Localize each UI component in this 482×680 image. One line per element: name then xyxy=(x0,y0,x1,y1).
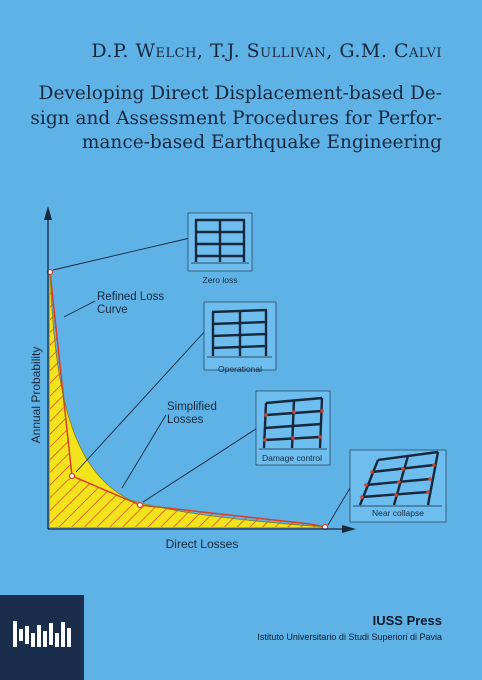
authors: D.P. Welch, T.J. Sullivan, G.M. Calvi xyxy=(91,40,442,62)
publisher-institution: Istituto Universitario di Studi Superior… xyxy=(257,632,442,642)
building-near-collapse: Near collapse xyxy=(349,449,447,523)
state-label-zero-loss: Zero loss xyxy=(203,275,238,285)
state-label-near-collapse: Near collapse xyxy=(372,508,424,518)
state-label-operational: Operational xyxy=(218,364,262,374)
refined-loss-line xyxy=(49,271,326,528)
building-damage-control: Damage control xyxy=(255,390,331,466)
title-line-2: sign and Assessment Procedures for Perfo… xyxy=(30,107,442,129)
point-damage-control xyxy=(136,501,144,509)
title-line-3: mance-based Earthquake Engineering xyxy=(81,132,442,153)
y-axis-label: Annual Probability xyxy=(29,347,43,444)
title-line-1: Developing Direct Displacement-based De- xyxy=(38,83,442,104)
point-operational xyxy=(68,472,76,480)
iuss-logo-box xyxy=(0,595,84,680)
simplified-loss-label-line-2: Losses xyxy=(167,414,204,426)
simplified-loss-label: Simplified Losses xyxy=(167,401,220,426)
publisher-name: IUSS Press xyxy=(372,613,442,628)
publisher: IUSS Press Istituto Universitario di Stu… xyxy=(257,613,442,642)
axes xyxy=(44,206,356,533)
refined-curve-label: Refined Loss Curve xyxy=(97,291,167,316)
refined-curve-label-line-2: Curve xyxy=(97,304,128,316)
x-axis-label: Direct Losses xyxy=(166,537,239,551)
book-title: Developing Direct Displacement-based De-… xyxy=(20,82,442,156)
building-zero-loss: Zero loss xyxy=(187,212,253,285)
state-label-damage-control: Damage control xyxy=(262,453,322,463)
building-operational: Operational xyxy=(203,301,277,374)
simplified-loss-label-line-1: Simplified xyxy=(167,401,217,413)
refined-curve-label-line-1: Refined Loss xyxy=(97,291,164,303)
iuss-logo xyxy=(13,621,71,647)
simplified-loss-leader xyxy=(121,414,167,489)
refined-curve-leader xyxy=(63,300,96,318)
simplified-loss-hatch xyxy=(50,272,325,527)
